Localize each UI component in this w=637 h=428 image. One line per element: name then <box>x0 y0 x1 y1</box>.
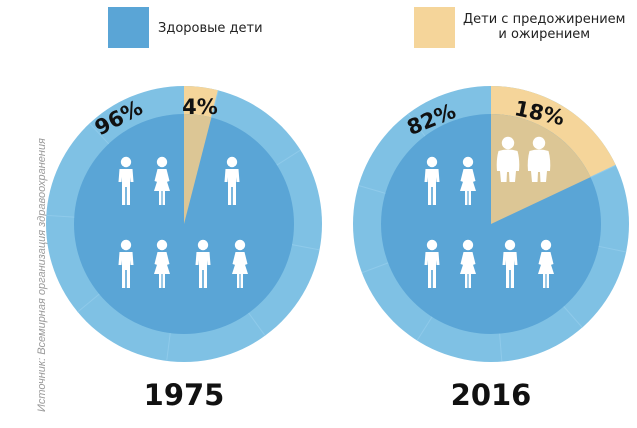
year-label: 1975 <box>144 378 225 412</box>
ring-divider <box>416 316 433 341</box>
ring-divider <box>291 244 320 251</box>
ring-divider <box>89 123 110 145</box>
legend-label-healthy: Здоровые дети <box>158 21 263 36</box>
pct-label-overweight: 4% <box>182 95 218 119</box>
ring-divider <box>276 149 301 166</box>
legend-label-overweight: Дети с предожирением и ожирением <box>463 12 625 42</box>
ring-divider <box>407 113 426 137</box>
ring-divider <box>598 245 627 253</box>
ring-divider <box>46 214 75 218</box>
slice-overweight-inner <box>184 114 212 224</box>
pie-chart-2016: 82% 18%2016 <box>353 86 629 412</box>
ring-divider <box>563 306 583 328</box>
pie-chart-1975: 96% 4%1975 <box>46 86 322 412</box>
legend-label-overweight-line1: Дети с предожирением <box>463 12 626 27</box>
legend-swatch-overweight <box>414 7 455 48</box>
legend-swatch-healthy <box>108 7 149 48</box>
ring-divider <box>499 333 503 362</box>
ring-divider <box>210 90 219 118</box>
ring-divider <box>248 312 266 336</box>
legend-label-overweight-line2: и ожирением <box>498 27 591 42</box>
ring-divider <box>590 164 617 178</box>
year-label: 2016 <box>451 378 532 412</box>
ring-divider <box>358 185 386 194</box>
ring-divider <box>77 293 100 313</box>
ring-divider <box>166 333 171 361</box>
ring-divider <box>361 262 389 274</box>
